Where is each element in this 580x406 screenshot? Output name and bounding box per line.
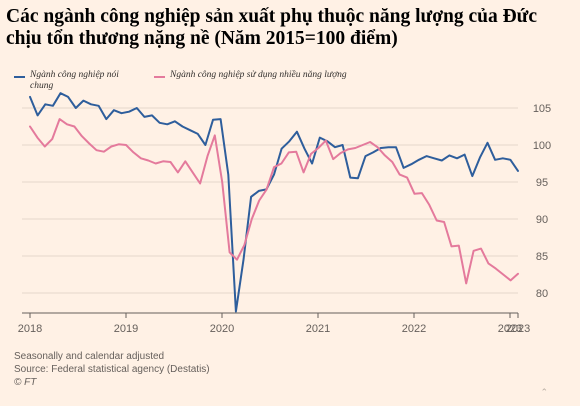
footnote-source: Source: Federal statistical agency (Dest… bbox=[14, 364, 210, 375]
legend-item-energy: Ngành công nghiệp sử dụng nhiều năng lượ… bbox=[154, 70, 369, 81]
legend-label-general: Ngành công nghiệp nói chung bbox=[30, 70, 119, 91]
y-tick-label: 105 bbox=[533, 103, 551, 115]
x-tick-label: 2020 bbox=[210, 323, 234, 335]
y-tick-label: 95 bbox=[536, 177, 548, 189]
chart-title: Các ngành công nghiệp sản xuất phụ thuộc… bbox=[6, 6, 538, 49]
legend-label-energy: Ngành công nghiệp sử dụng nhiều năng lượ… bbox=[170, 70, 347, 80]
series-line-energy bbox=[29, 118, 519, 285]
y-tick-label: 90 bbox=[536, 214, 548, 226]
x-tick-label: 2021 bbox=[306, 323, 330, 335]
expand-icon: ⌃ bbox=[540, 387, 548, 397]
x-tick-label: 2023 bbox=[506, 323, 530, 335]
y-tick-label: 100 bbox=[533, 140, 551, 152]
series-line-general bbox=[29, 92, 519, 313]
y-tick-label: 80 bbox=[536, 288, 548, 300]
x-tick-label: 2018 bbox=[18, 323, 42, 335]
x-tick-label: 2023 bbox=[498, 323, 522, 335]
y-tick-label: 85 bbox=[536, 251, 548, 263]
x-tick-label: 2022 bbox=[402, 323, 426, 335]
legend-item-general: Ngành công nghiệp nói chung bbox=[14, 70, 142, 92]
footnote-copyright: © FT bbox=[14, 377, 37, 388]
legend-swatch-general bbox=[14, 76, 25, 78]
legend-swatch-energy bbox=[154, 76, 165, 78]
footnote-adjustment: Seasonally and calendar adjusted bbox=[14, 351, 165, 362]
x-tick-label: 2019 bbox=[114, 323, 138, 335]
